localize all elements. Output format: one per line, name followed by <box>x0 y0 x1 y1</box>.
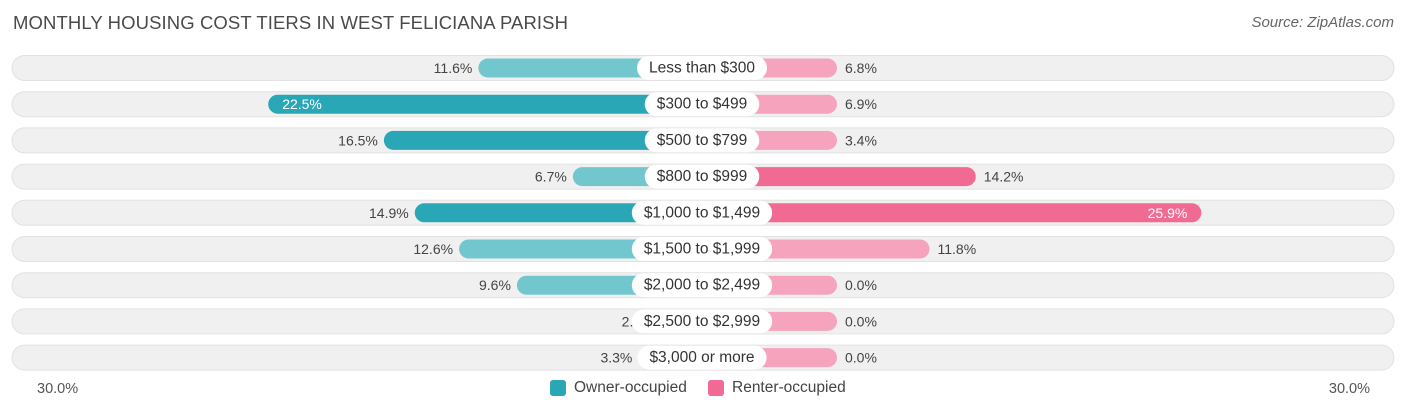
category-label: $1,000 to $1,499 <box>644 204 760 221</box>
owner-value-label: 11.6% <box>434 60 473 76</box>
category-pill <box>631 309 773 334</box>
renter-value-label: 25.9% <box>1148 205 1188 221</box>
legend-owner-swatch <box>550 380 566 396</box>
category-label: $500 to $799 <box>657 132 748 149</box>
category-pill <box>637 345 767 370</box>
legend-renter: Renter-occupied <box>708 379 846 397</box>
renter-value-label: 6.8% <box>845 60 877 76</box>
legend-renter-label: Renter-occupied <box>732 379 846 396</box>
axis-left-label: 30.0% <box>37 381 79 397</box>
chart-title: MONTHLY HOUSING COST TIERS IN WEST FELIC… <box>13 12 569 33</box>
category-label: $800 to $999 <box>657 168 748 185</box>
legend-renter-swatch <box>708 380 724 396</box>
renter-value-label: 6.9% <box>845 96 877 112</box>
category-pill <box>631 273 773 298</box>
legend: Owner-occupied Renter-occupied <box>0 379 1406 399</box>
renter-value-label: 3.4% <box>845 132 877 148</box>
owner-value-label: 3.3% <box>600 350 632 366</box>
owner-value-label: 16.5% <box>338 132 378 148</box>
owner-value-label: 14.9% <box>369 205 409 221</box>
category-label: $300 to $499 <box>657 96 748 113</box>
owner-value-label: 9.6% <box>479 277 511 293</box>
owner-bar <box>414 203 702 223</box>
renter-value-label: 0.0% <box>845 350 877 366</box>
renter-bar <box>702 203 1202 223</box>
owner-value-label: 6.7% <box>535 169 567 185</box>
owner-bar <box>383 130 702 150</box>
renter-bar <box>702 167 976 187</box>
category-label: $2,000 to $2,499 <box>644 277 760 294</box>
legend-owner: Owner-occupied <box>550 379 687 397</box>
category-pill <box>644 92 760 117</box>
category-label: Less than $300 <box>649 60 755 77</box>
category-pill <box>644 164 760 189</box>
renter-value-label: 14.2% <box>984 169 1024 185</box>
category-label: $1,500 to $1,999 <box>644 241 760 258</box>
owner-bar <box>268 94 702 114</box>
category-label: $3,000 or more <box>649 349 754 366</box>
renter-value-label: 11.8% <box>938 241 977 257</box>
owner-value-label: 22.5% <box>282 96 322 112</box>
owner-value-label: 12.6% <box>413 241 453 257</box>
category-pill <box>636 56 768 80</box>
category-pill <box>644 128 760 153</box>
category-label: $2,500 to $2,999 <box>644 313 760 330</box>
category-pill <box>631 200 773 225</box>
category-pill <box>631 237 773 261</box>
renter-value-label: 0.0% <box>845 313 877 329</box>
legend-owner-label: Owner-occupied <box>574 379 687 396</box>
axis-right-label: 30.0% <box>1328 381 1370 397</box>
renter-value-label: 0.0% <box>845 277 877 293</box>
source-label: Source: ZipAtlas.com <box>1251 14 1394 31</box>
